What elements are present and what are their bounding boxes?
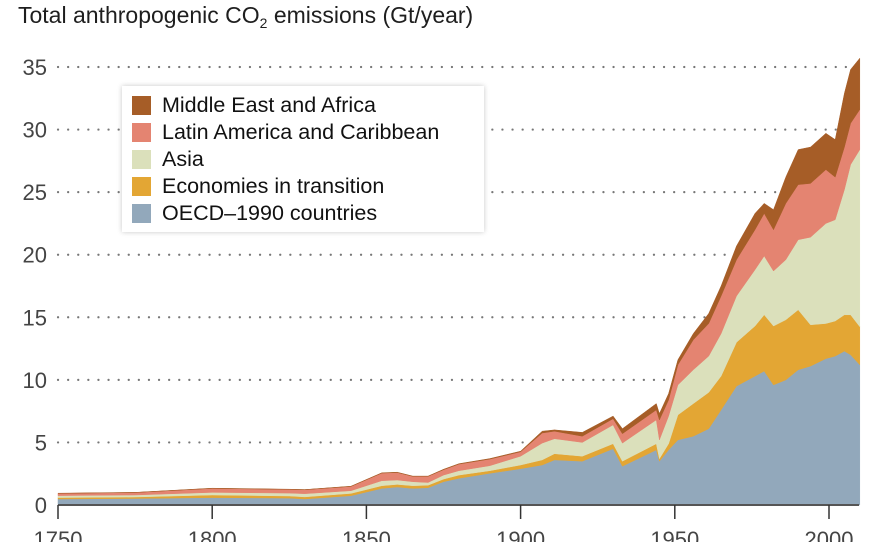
y-tick-label: 25	[23, 180, 47, 205]
legend-label: Latin America and Caribbean	[162, 120, 440, 144]
x-tick-label: 2000	[805, 527, 854, 542]
title-subscript: 2	[259, 15, 268, 31]
area-middle-east-and-africa	[57, 57, 861, 494]
y-tick-label: 30	[23, 118, 47, 143]
title-text: Total anthropogenic CO	[18, 2, 260, 28]
y-tick-label: 5	[35, 430, 47, 455]
x-tick-label: 1950	[650, 527, 699, 542]
legend-item-latin-america: Latin America and Caribbean	[132, 119, 439, 146]
y-tick-label: 0	[35, 493, 47, 518]
legend-swatch	[132, 96, 151, 115]
x-tick-label: 1850	[342, 527, 391, 542]
legend-swatch	[132, 177, 151, 196]
legend: Middle East and Africa Latin America and…	[122, 86, 484, 232]
legend-label: Economies in transition	[162, 174, 385, 198]
legend-item-oecd: OECD–1990 countries	[132, 200, 377, 227]
title-text-end: emissions (Gt/year)	[267, 2, 474, 28]
x-tick-label: 1800	[188, 527, 237, 542]
legend-swatch	[132, 204, 151, 223]
legend-swatch	[132, 150, 151, 169]
legend-item-economies-in-transition: Economies in transition	[132, 173, 384, 200]
legend-swatch	[132, 123, 151, 142]
y-tick-label: 35	[23, 55, 47, 80]
legend-label: Middle East and Africa	[162, 93, 376, 117]
y-tick-label: 15	[23, 305, 47, 330]
y-tick-label: 20	[23, 243, 47, 268]
legend-item-asia: Asia	[132, 146, 204, 173]
x-tick-label: 1900	[496, 527, 545, 542]
y-tick-label: 10	[23, 368, 47, 393]
legend-item-middle-east-africa: Middle East and Africa	[132, 92, 376, 119]
chart-title: Total anthropogenic CO2 emissions (Gt/ye…	[18, 2, 473, 31]
legend-label: Asia	[162, 147, 204, 171]
x-tick-label: 1750	[34, 527, 83, 542]
legend-label: OECD–1990 countries	[162, 201, 378, 225]
